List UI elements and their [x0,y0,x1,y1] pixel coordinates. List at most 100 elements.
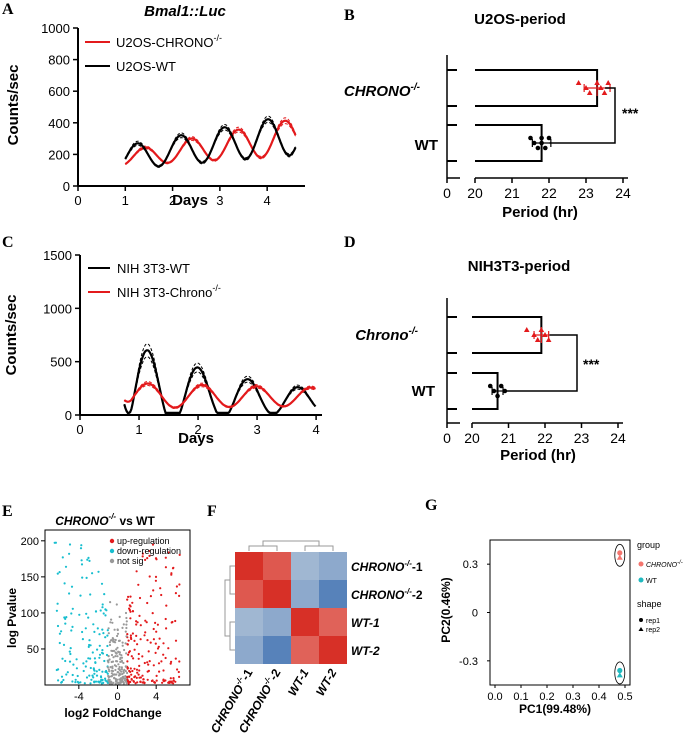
volcano-point [172,566,175,569]
volcano-point [119,660,122,664]
y-tick-label: 200 [48,147,70,162]
heatmap-row-label: WT-2 [351,644,380,658]
volcano-point [101,652,105,655]
volcano-point [71,673,74,677]
series-line-0-0 [123,349,317,414]
heatmap-cell [263,636,291,664]
data-point [539,135,544,141]
volcano-point [57,679,60,682]
volcano-point [68,543,72,546]
volcano-point [116,632,120,635]
volcano-point [63,582,66,585]
data-point [498,383,504,389]
volcano-point [127,653,130,656]
volcano-point [159,587,162,590]
volcano-point [151,543,155,546]
volcano-point [154,642,157,645]
panel-f-dendro-top-right [304,545,334,551]
volcano-point [87,657,90,660]
panel-b-bar-chart: U2OS-period Period (hr) CHRONO-/- WT ***… [344,11,639,221]
volcano-point [102,612,105,615]
volcano-point [167,681,170,684]
x-tick-label: 0.3 [565,691,580,703]
volcano-point [120,677,124,680]
volcano-point [85,576,88,580]
volcano-point [149,595,152,598]
volcano-point [144,619,147,622]
volcano-point [87,645,90,649]
heatmap-cell [235,552,263,580]
volcano-point [119,673,122,676]
panel-b-significance: *** [622,105,639,121]
volcano-point [135,623,138,626]
volcano-point [138,664,141,668]
volcano-point [113,640,116,644]
volcano-point [93,672,96,675]
volcano-point [122,671,125,674]
volcano-point [125,682,128,685]
volcano-point [110,672,113,675]
data-point [539,140,544,146]
volcano-point [68,660,72,663]
volcano-point [56,624,60,628]
y-tick-label: 0 [472,608,478,620]
volcano-point [146,601,149,605]
volcano-point [131,610,135,613]
volcano-point [131,632,134,635]
volcano-point [162,653,165,656]
volcano-point [131,601,134,604]
volcano-point [107,659,110,662]
volcano-point [86,558,89,561]
volcano-point [143,661,146,665]
heatmap-cell [263,580,291,608]
volcano-point [83,682,86,685]
volcano-point [89,657,92,660]
volcano-point [164,556,167,559]
pca-point [617,667,623,674]
volcano-point [75,667,78,670]
volcano-point [68,650,71,653]
volcano-point [93,630,96,634]
volcano-point [154,579,157,582]
volcano-point [139,680,142,684]
volcano-point [141,681,144,684]
volcano-point [160,660,163,663]
panel-d-cat-chrono: Chrono-/- [355,326,418,344]
volcano-point [146,639,149,642]
volcano-point [113,677,116,680]
volcano-point [98,668,101,672]
volcano-point [122,623,125,626]
volcano-point [174,680,177,683]
panel-label-f: F [207,503,217,520]
volcano-point [130,655,133,658]
volcano-point [124,630,127,633]
volcano-point [93,680,96,683]
panel-g-legend-chrono-swatch [638,561,644,567]
volcano-point [81,630,84,634]
volcano-point [116,646,119,649]
volcano-point [111,621,114,624]
x-tick-label: 20 [467,185,483,201]
heatmap-cell [319,552,347,580]
x-tick-label: 0.1 [513,691,528,703]
volcano-point [107,668,110,671]
panel-f-dendro-top-root [262,540,320,546]
volcano-point [91,572,94,575]
volcano-point [78,613,81,616]
data-point [545,337,552,342]
volcano-point [70,629,73,632]
x-tick-label: 0.5 [617,691,632,703]
volcano-point [154,557,158,560]
volcano-point [85,676,89,679]
volcano-point [123,668,126,672]
volcano-point [177,670,180,674]
volcano-point [160,593,163,597]
volcano-point [88,639,91,642]
volcano-point [170,680,173,683]
volcano-point [120,670,123,673]
volcano-point [65,673,68,676]
volcano-point [88,674,91,677]
volcano-point [110,618,113,621]
y-tick-label: 400 [48,116,70,131]
volcano-point [133,667,136,670]
